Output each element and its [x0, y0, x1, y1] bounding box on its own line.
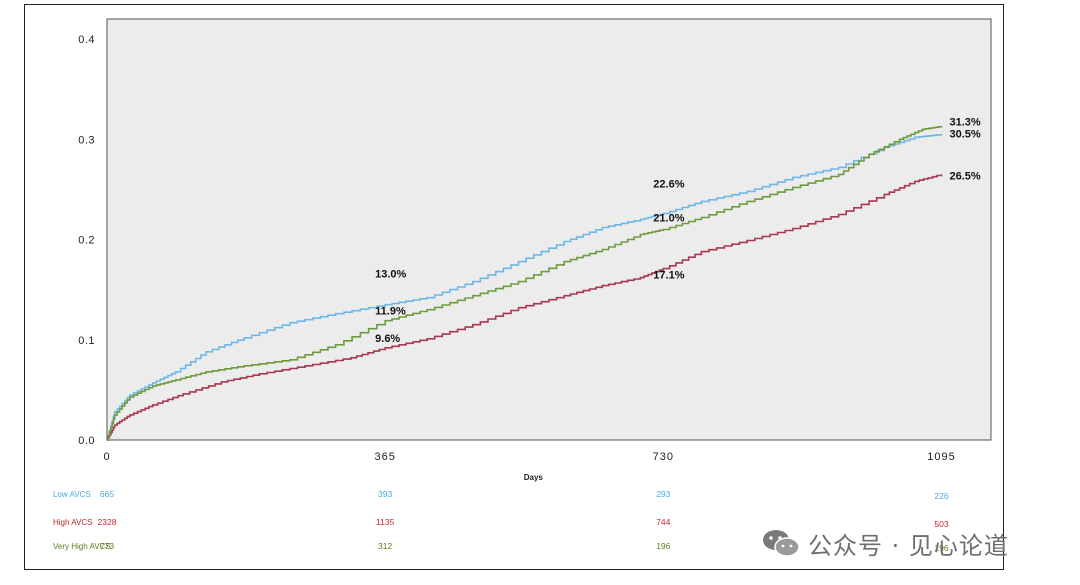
x-tick-label: 365: [374, 451, 395, 463]
y-tick-label: 0.1: [78, 335, 95, 347]
risk-row-label: High AVCS: [53, 518, 92, 527]
annotation-label: 17.1%: [653, 270, 684, 282]
figure-frame: 0.0 0.1 0.2 0.3 0.4 0 365 730 1095 Days 13.0% 11.9%…: [24, 4, 1004, 570]
series-line-very-high-avcs: [107, 126, 943, 441]
risk-row-label: Low AVCS: [53, 490, 91, 499]
annotation-label: 11.9%: [375, 306, 406, 318]
risk-count: 393: [378, 489, 392, 499]
annotation-label: 9.6%: [375, 333, 400, 345]
annotation-label: 22.6%: [653, 178, 684, 190]
series-line-high-avcs: [107, 174, 943, 441]
risk-count: 665: [100, 489, 114, 499]
series-line-low-avcs: [107, 134, 943, 441]
y-tick-label: 0.2: [78, 235, 95, 247]
y-tick-label: 0.0: [78, 435, 95, 447]
risk-row-label: Very High AVCS: [53, 542, 111, 551]
risk-count: 312: [378, 541, 392, 551]
risk-count: 2328: [98, 517, 117, 527]
risk-count: 196: [934, 543, 948, 553]
x-axis-label: Days: [524, 473, 544, 482]
wechat-icon: [763, 530, 800, 557]
watermark-text: 公众号 · 见心论道: [808, 531, 1009, 560]
x-tick-label: 0: [103, 451, 110, 463]
annotation-label: 13.0%: [375, 269, 406, 281]
annotation-label: 31.3%: [949, 116, 980, 128]
risk-count: 503: [934, 519, 948, 529]
risk-count: 773: [100, 541, 114, 551]
y-tick-label: 0.3: [78, 134, 95, 146]
risk-count: 744: [656, 517, 670, 527]
annotation-label: 30.5%: [949, 128, 980, 140]
risk-count: 196: [656, 541, 670, 551]
watermark: 公众号 · 见心论道: [762, 526, 1009, 560]
annotation-label: 26.5%: [949, 170, 980, 182]
km-chart: 0.0 0.1 0.2 0.3 0.4 0 365 730 1095 Days 13.0% 11.9%…: [53, 18, 992, 553]
annotation-label: 21.0%: [653, 213, 684, 225]
risk-count: 1135: [376, 517, 395, 527]
x-tick-label: 1095: [927, 451, 955, 463]
x-tick-label: 730: [653, 451, 674, 463]
plot-area: [106, 18, 992, 441]
risk-count: 226: [934, 491, 948, 501]
risk-count: 293: [656, 489, 670, 499]
y-tick-label: 0.4: [78, 34, 95, 46]
